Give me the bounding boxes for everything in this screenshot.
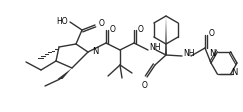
Text: N: N bbox=[92, 47, 98, 56]
Polygon shape bbox=[165, 16, 167, 55]
Text: O: O bbox=[142, 81, 148, 90]
Text: NH: NH bbox=[149, 43, 160, 53]
Text: O: O bbox=[110, 25, 116, 33]
Text: NH: NH bbox=[183, 50, 194, 58]
Text: O: O bbox=[209, 29, 215, 39]
Text: HO: HO bbox=[56, 17, 68, 27]
Text: O: O bbox=[138, 25, 144, 33]
Text: N: N bbox=[232, 68, 238, 77]
Polygon shape bbox=[58, 68, 72, 79]
Text: N: N bbox=[209, 49, 216, 58]
Text: O: O bbox=[99, 19, 105, 28]
